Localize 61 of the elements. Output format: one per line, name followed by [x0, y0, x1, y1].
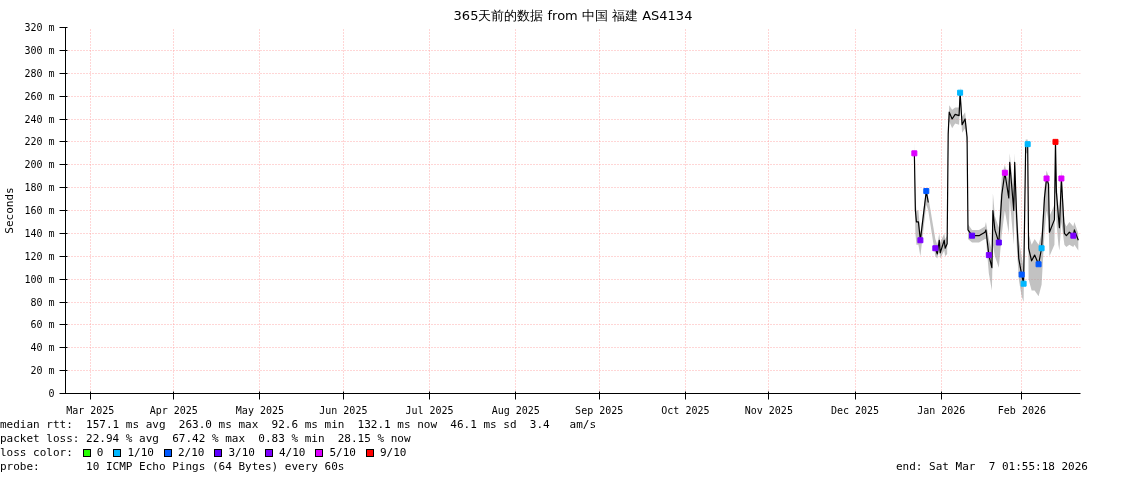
point — [923, 188, 930, 195]
point — [985, 252, 992, 259]
y-tick-label: 120 m — [24, 250, 55, 262]
text: packet loss: 22.94 % avg 67.42 % max 0.83 % min 28.15 % now — [0, 432, 411, 446]
legend-label: 4/10 — [278, 446, 306, 459]
point — [1043, 175, 1050, 182]
x-tick-label: Feb 2026 — [997, 404, 1046, 416]
x-tick-label: Aug 2025 — [491, 404, 540, 416]
x-tick-label: Apr 2025 — [149, 404, 198, 416]
legend-label: 5/10 — [329, 446, 356, 459]
point — [1001, 169, 1008, 176]
legend-title: loss color: — [0, 446, 73, 459]
point — [957, 89, 964, 96]
point — [1035, 261, 1042, 268]
x-tick-label: Jan 2026 — [917, 404, 966, 416]
y-tick-label: 240 m — [24, 113, 55, 125]
y-tick-label: 260 m — [24, 90, 55, 102]
point — [969, 232, 976, 239]
x-tick-label: Dec 2025 — [830, 404, 880, 416]
y-tick-label: 100 m — [24, 273, 55, 285]
point — [1052, 138, 1059, 145]
y-tick-label: 40 m — [30, 342, 55, 354]
x-tick-label: Jun 2025 — [319, 404, 368, 416]
point — [1038, 245, 1045, 252]
legend-label: 2/10 — [177, 446, 205, 459]
y-tick-label: 0 — [48, 388, 55, 399]
y-tick-label: 20 m — [30, 365, 55, 377]
point — [1058, 175, 1065, 182]
y-tick-label: 160 m — [24, 205, 55, 216]
x-tick-label: Nov 2025 — [744, 404, 793, 416]
y-tick-label: 220 m — [24, 136, 55, 148]
x-tick-label: Oct 2025 — [661, 404, 710, 416]
y-tick-label: 300 m — [24, 44, 55, 56]
point — [1024, 141, 1031, 148]
text: end: Sat Mar 7 01:55:18 2026 — [895, 460, 1088, 474]
y-axis-title: Seconds — [3, 187, 17, 234]
point — [995, 239, 1002, 246]
y-tick-label: 320 m — [24, 22, 55, 33]
x-tick-label: May 2025 — [235, 404, 285, 416]
point — [1018, 271, 1025, 278]
y-tick-label: 200 m — [24, 159, 55, 171]
point — [932, 245, 939, 252]
legend-label: 9/10 — [379, 446, 407, 459]
x-tick-label: Jul 2025 — [405, 404, 454, 416]
x-tick-label: Sep 2025 — [575, 404, 624, 416]
chart-title: 365天前的数据 from 中国 福建 AS4134 — [453, 7, 693, 23]
legend-label: 0 — [96, 446, 104, 459]
legend-label: 3/10 — [228, 446, 255, 459]
x-tick-label: Mar 2025 — [66, 404, 115, 416]
y-tick-label: 180 m — [24, 182, 55, 194]
y-tick-label: 140 m — [24, 227, 55, 239]
point — [1020, 280, 1027, 287]
y-tick-label: 280 m — [24, 67, 55, 79]
y-tick-label: 80 m — [30, 296, 55, 308]
point — [911, 150, 918, 157]
legend-label: 1/10 — [127, 446, 154, 459]
text: median rtt: 157.1 ms avg 263.0 ms max 92.6 ms min 132.1 ms now 46.1 ms sd 3.4 am/s — [0, 418, 597, 432]
y-tick-label: 60 m — [30, 319, 55, 331]
text: probe: 10 ICMP Echo Pings (64 Bytes) every 60s — [0, 460, 345, 474]
point — [1070, 232, 1077, 239]
point — [917, 237, 924, 244]
